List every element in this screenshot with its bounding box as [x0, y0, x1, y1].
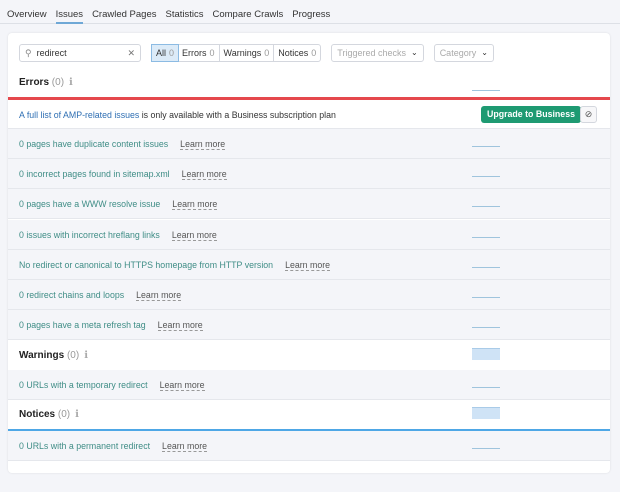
trend-sparkline — [472, 90, 500, 91]
chevron-down-icon: ⌄ — [481, 48, 488, 57]
filter-count: 0 — [264, 48, 270, 58]
issue-link[interactable]: 0 pages have a meta refresh tag — [19, 320, 146, 331]
trend-sparkline — [472, 146, 500, 147]
issue-row: 0 pages have a meta refresh tag Learn mor… — [8, 310, 610, 341]
amp-note: is only available with a Business subscr… — [139, 110, 336, 120]
filter-notices[interactable]: Notices 0 — [274, 45, 320, 61]
info-icon[interactable]: ℹ — [75, 409, 79, 420]
filter-count: 0 — [169, 48, 175, 58]
filter-count: 0 — [311, 48, 317, 58]
learn-more-link[interactable]: Learn more — [136, 290, 182, 301]
learn-more-link[interactable]: Learn more — [172, 199, 218, 211]
filter-warnings[interactable]: Warnings 0 — [220, 45, 275, 61]
filter-label: Errors — [182, 48, 207, 58]
issue-row: 0 pages have duplicate content issues Lea… — [8, 129, 610, 159]
tab-progress[interactable]: Progress — [292, 9, 331, 20]
section-count: (0) — [66, 350, 80, 361]
trend-sparkline — [472, 176, 500, 178]
trend-sparkline — [472, 348, 500, 360]
trend-sparkline — [472, 206, 500, 208]
filter-all[interactable]: All 0 — [151, 44, 180, 62]
close-icon[interactable]: ✕ — [127, 47, 135, 58]
section-count: (0) — [51, 77, 65, 88]
trend-sparkline — [472, 327, 500, 329]
trend-sparkline — [472, 387, 500, 388]
triggered-checks-dropdown[interactable]: Triggered checks ⌄ — [331, 44, 424, 62]
trend-sparkline — [472, 448, 500, 449]
hide-icon[interactable]: ⊘ — [580, 106, 597, 123]
info-icon[interactable]: ℹ — [69, 77, 73, 88]
issue-row: 0 URLs with a temporary redirect Learn mo… — [8, 370, 610, 400]
learn-more-link[interactable]: Learn more — [180, 139, 226, 150]
section-title: Errors — [19, 77, 50, 88]
search-icon: ⚲ — [25, 47, 32, 58]
learn-more-link[interactable]: Learn more — [159, 380, 205, 391]
learn-more-link[interactable]: Learn more — [285, 259, 331, 271]
category-dropdown[interactable]: Category ⌄ — [433, 44, 494, 62]
upgrade-to-business-button[interactable]: Upgrade to Business — [481, 106, 581, 123]
section-count: (0) — [57, 409, 71, 420]
trend-sparkline — [472, 297, 500, 298]
filter-label: Notices — [278, 48, 309, 58]
tab-issues[interactable]: Issues — [55, 0, 84, 24]
issue-link[interactable]: 0 URLs with a permanent redirect — [19, 441, 151, 451]
issue-row: 0 URLs with a permanent redirect Learn mo… — [8, 431, 610, 461]
search-input[interactable]: ⚲ redirect ✕ — [19, 44, 141, 62]
warnings-header: Warnings (0) ℹ — [8, 341, 610, 369]
amp-upsell-row: A full list of AMP-related issues is onl… — [8, 100, 610, 129]
issue-row: 0 redirect chains and loops Learn more — [8, 280, 610, 310]
search-value: redirect — [36, 48, 67, 58]
chevron-down-icon: ⌄ — [410, 48, 418, 57]
learn-more-link[interactable]: Learn more — [171, 229, 217, 241]
notices-severity-bar — [8, 429, 610, 432]
issue-link[interactable]: No redirect or canonical to HTTPS homepa… — [19, 259, 274, 270]
issue-link[interactable]: 0 pages have duplicate content issues — [19, 139, 169, 149]
category-label: Category — [439, 48, 477, 58]
issue-link[interactable]: 0 pages have a WWW resolve issue — [19, 199, 161, 210]
filter-label: Warnings — [223, 48, 262, 58]
trend-sparkline — [472, 236, 500, 238]
tab-crawled-pages[interactable]: Crawled Pages — [92, 9, 157, 20]
tab-statistics[interactable]: Statistics — [165, 9, 204, 20]
filter-errors[interactable]: Errors 0 — [178, 45, 220, 61]
triggered-checks-label: Triggered checks — [337, 48, 406, 58]
learn-more-link[interactable]: Learn more — [181, 169, 227, 181]
issue-link[interactable]: 0 incorrect pages found in sitemap.xml — [19, 169, 170, 180]
issue-link[interactable]: 0 redirect chains and loops — [19, 290, 125, 300]
issue-row: 0 issues with incorrect hreflang links Le… — [8, 219, 610, 250]
issue-row: 0 pages have a WWW resolve issue Learn mo… — [8, 189, 610, 220]
tab-bar: Overview Issues Crawled Pages Statistics Com… — [0, 0, 620, 24]
filters: ⚲ redirect ✕ All 0 Errors 0 Warnings 0 Notices… — [19, 44, 494, 62]
notices-header: Notices (0) ℹ — [8, 400, 610, 428]
info-icon[interactable]: ℹ — [84, 350, 89, 361]
issue-link[interactable]: 0 URLs with a temporary redirect — [19, 380, 148, 390]
filter-count: 0 — [209, 48, 215, 58]
section-title: Notices — [19, 409, 56, 420]
errors-severity-bar — [8, 97, 610, 100]
trend-sparkline — [472, 407, 500, 419]
issue-row: No redirect or canonical to HTTPS homepa… — [8, 249, 610, 280]
tab-overview[interactable]: Overview — [7, 9, 47, 20]
learn-more-link[interactable]: Learn more — [162, 441, 208, 452]
amp-issues-link[interactable]: A full list of AMP-related issues — [19, 110, 140, 120]
errors-header: Errors (0) ℹ — [8, 68, 610, 96]
issues-card: ⚲ redirect ✕ All 0 Errors 0 Warnings 0 Notices… — [8, 33, 610, 473]
tab-compare-crawls[interactable]: Compare Crawls — [212, 9, 284, 20]
filter-label: All — [156, 48, 167, 58]
severity-filter: All 0 Errors 0 Warnings 0 Notices 0 — [151, 44, 322, 62]
section-title: Warnings — [19, 350, 65, 361]
issue-link[interactable]: 0 issues with incorrect hreflang links — [19, 229, 160, 240]
learn-more-link[interactable]: Learn more — [157, 320, 203, 332]
trend-sparkline — [472, 266, 500, 268]
issue-row: 0 incorrect pages found in sitemap.xml Le… — [8, 159, 610, 190]
